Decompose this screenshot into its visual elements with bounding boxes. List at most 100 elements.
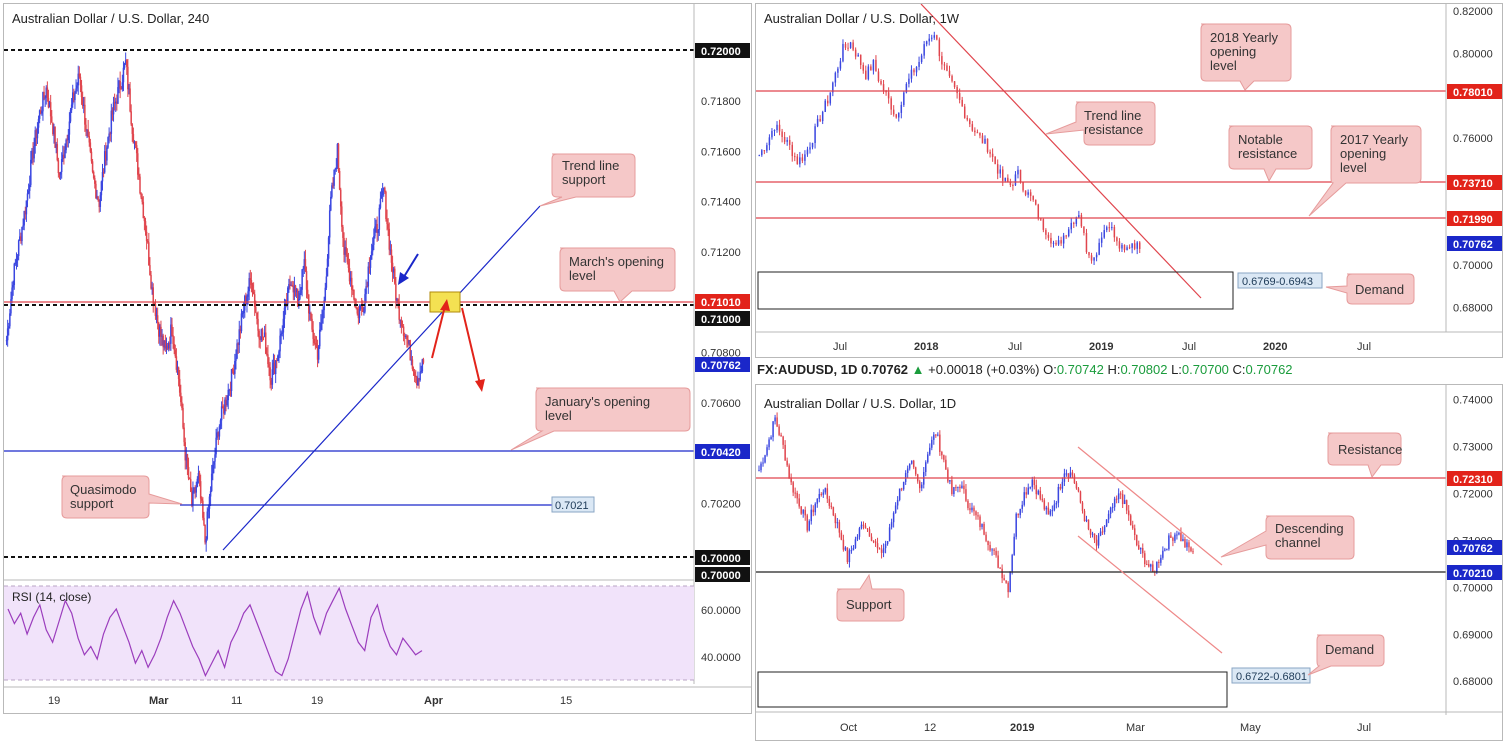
candle-body [937,434,939,436]
candle-body [1186,542,1188,548]
svg-text:level: level [545,408,572,423]
candle-body [1085,519,1088,522]
candle-body [818,493,821,499]
candle-body [204,524,206,543]
candle-body [237,343,239,346]
candle-body [173,343,175,351]
candle-body [358,309,361,319]
daily-level-label-resistance: 0.72310 [1447,471,1502,486]
candle-body [295,289,298,293]
candle-body [763,150,766,152]
rsi-tick-60: 60.0000 [701,605,741,617]
candle-body [155,315,158,317]
candle-body [804,509,806,516]
candle-body [414,376,417,378]
candle-body [1133,528,1136,536]
candle-body [931,439,933,448]
candle-body [146,241,149,243]
candle-body [271,369,274,385]
candle-body [999,169,1001,174]
candle-body [103,151,106,173]
candle-body [357,313,360,319]
candle-body [1012,184,1014,186]
candle-body [392,268,395,273]
candle-body [342,226,344,238]
candle-body [143,218,146,222]
candle-body [857,54,859,57]
candle-body [10,299,12,314]
status-open-label: O: [1043,362,1057,377]
candle-body [1059,487,1062,489]
candle-body [73,92,75,101]
candle-body [878,548,881,550]
candle-body [1174,534,1176,541]
candle-body [202,500,204,518]
candle-body [15,259,18,263]
candle-body [307,294,310,314]
candle-body [864,525,867,529]
candle-body [217,432,220,437]
callout-trend-line-resistance: Trend line resistance [1045,101,1156,146]
candle-body [910,69,913,79]
h4-chart-panel[interactable]: Trend line support March's opening level… [3,3,752,714]
candle-body [145,231,148,242]
candle-body [783,136,786,142]
candle-body [1009,571,1011,593]
candle-body [185,454,188,461]
candle-body [303,259,306,269]
candle-body [118,80,120,88]
candle-body [79,76,82,86]
candle-body [938,39,941,57]
rsi-line [7,586,423,678]
price-tick-label: 0.72000 [1453,489,1493,501]
candle-body [898,112,900,118]
candle-body [1133,243,1136,249]
svg-text:opening: opening [1210,44,1256,59]
candle-body [890,522,893,528]
status-close: 0.70762 [1245,362,1293,377]
candle-body [1115,498,1118,500]
candle-body [820,493,823,495]
candle-body [244,296,246,311]
candle-body [257,318,259,331]
candle-body [330,196,332,211]
candle-body [229,389,232,391]
candle-body [969,119,971,125]
candle-body [832,507,835,516]
candle-body [262,336,265,338]
candle-body [376,223,378,234]
candle-body [1126,247,1128,250]
candle-body [246,296,248,305]
candle-body [385,191,387,220]
daily-chart-panel[interactable]: 0.6722-0.6801 Resistance Descending chan… [755,384,1503,741]
weekly-chart-panel[interactable]: 0.6769-0.6943 2018 Yearly opening level … [755,3,1503,358]
candle-body [210,473,213,491]
candle-body [386,219,388,225]
candle-body [1035,485,1038,495]
candle-body [411,359,414,369]
candle-body [45,87,48,98]
candle-body [57,160,60,174]
candle-body [1081,502,1084,511]
candle-body [163,340,166,348]
svg-text:0.70420: 0.70420 [701,447,741,459]
h4-chart: Trend line support March's opening level… [4,4,751,707]
candle-body [1001,568,1003,579]
candle-body [239,329,242,332]
candle-body [70,104,73,111]
channel-lower-line [1077,535,1223,654]
daily-date-tick: Oct [840,722,857,734]
candle-body [794,492,796,494]
candle-body [312,329,314,339]
candle-body [1144,553,1146,565]
candle-body [250,280,253,285]
candle-body [1011,555,1013,572]
candle-body [299,293,301,299]
rsi-label: RSI (14, close) [12,590,91,604]
candle-body [1182,538,1184,542]
candle-body [908,463,911,469]
h4-level-label-0700b: 0.70000 [695,567,750,582]
candle-body [412,368,415,372]
candle-body [46,87,49,98]
svg-text:Support: Support [846,597,892,612]
